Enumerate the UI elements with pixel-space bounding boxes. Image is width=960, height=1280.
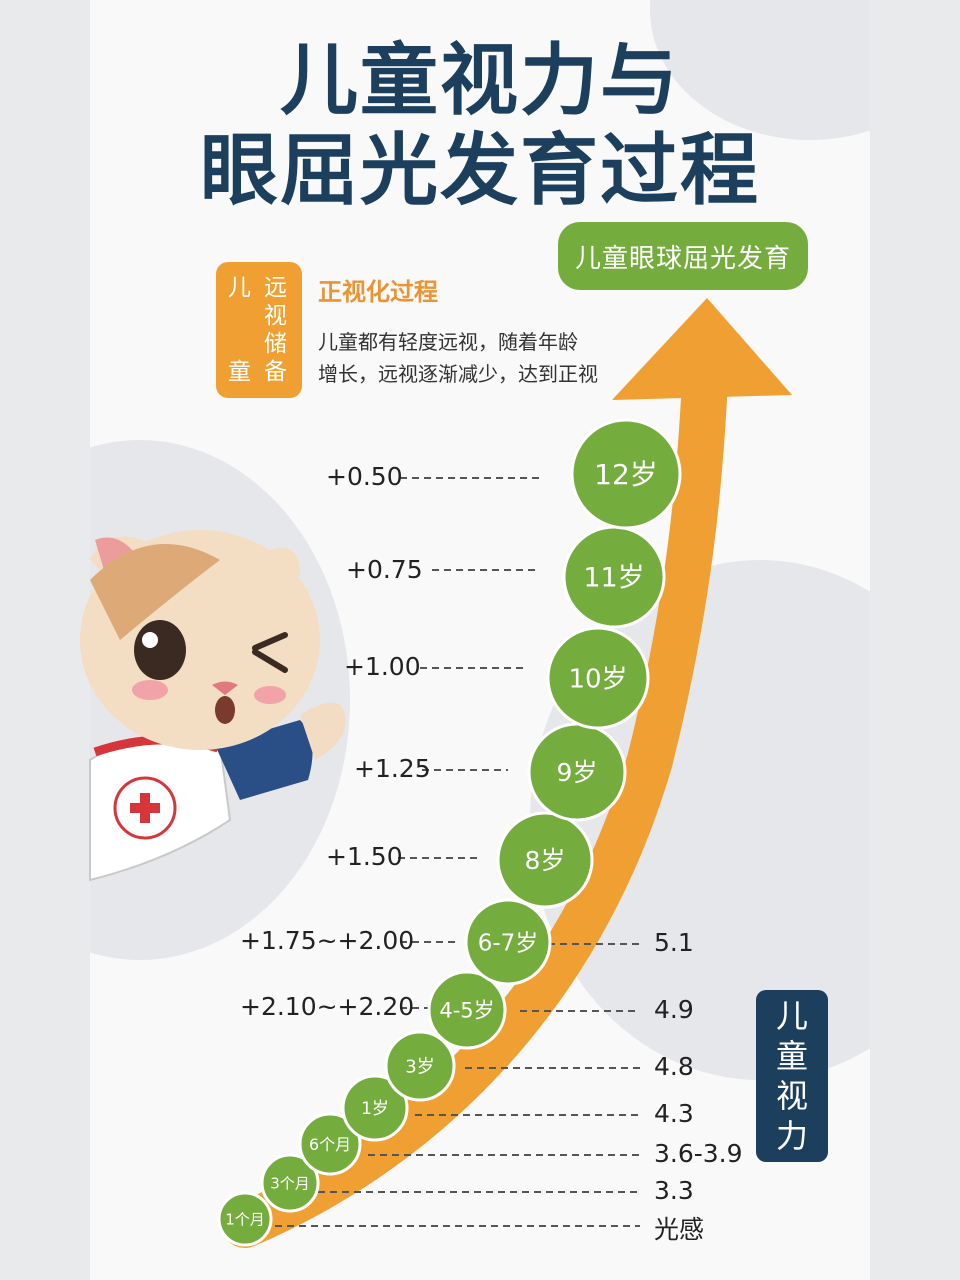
emmetropization-text-line1: 儿童都有轻度远视，随着年龄 — [318, 330, 578, 354]
refraction-label-11: +0.75 — [346, 555, 423, 584]
age-bubble-label: 6个月 — [309, 1135, 351, 1154]
age-bubble — [341, 1074, 409, 1142]
refraction-label-9: +1.25 — [354, 754, 431, 783]
refraction-label-8: +1.50 — [326, 842, 403, 871]
age-bubble-label: 8岁 — [525, 846, 566, 875]
age-bubble — [427, 970, 507, 1050]
refraction-label-12: +0.50 — [326, 462, 403, 491]
vision-box-char1: 儿 — [775, 997, 808, 1035]
vision-label-1m: 光感 — [654, 1215, 705, 1244]
emmetropization-title: 正视化过程 — [318, 278, 438, 306]
child-vision-box: 儿 童 视 力 — [756, 990, 828, 1162]
refraction-label-4-5: +2.10~+2.20 — [240, 992, 415, 1021]
vision-label-4-5: 4.9 — [654, 995, 694, 1024]
age-bubble-label: 3岁 — [405, 1056, 434, 1077]
hyper-col1-char1: 儿 — [228, 275, 251, 301]
refraction-development-badge: 儿童眼球屈光发育 — [558, 222, 808, 290]
age-bubble — [496, 811, 594, 909]
age-bubble — [260, 1153, 320, 1213]
hyper-col2-char3: 储 — [264, 331, 287, 357]
age-bubble — [298, 1112, 362, 1176]
mascot-cat-illustration — [80, 530, 346, 882]
hyper-col2-char1: 远 — [264, 275, 287, 301]
hyper-col2-char4: 备 — [264, 359, 287, 385]
vision-label-3m: 3.3 — [654, 1176, 694, 1205]
age-bubble-label: 1岁 — [361, 1099, 389, 1119]
age-bubble — [546, 626, 650, 730]
age-bubble-label: 6-7岁 — [478, 930, 539, 956]
age-bubble — [217, 1191, 273, 1247]
age-bubble-label: 4-5岁 — [439, 999, 494, 1023]
hyper-col1-char2: 童 — [228, 359, 251, 385]
page-title-line2: 眼屈光发育过程 — [199, 126, 760, 216]
vision-label-6-7: 5.1 — [654, 928, 694, 957]
refraction-label-6-7: +1.75~+2.00 — [240, 926, 415, 955]
age-bubble — [384, 1030, 456, 1102]
hyperopia-reserve-box: 儿 童 远 视 储 备 — [216, 262, 302, 398]
vision-label-3y: 4.8 — [654, 1052, 694, 1081]
dashed-guide-lines — [275, 477, 640, 1227]
vision-box-char4: 力 — [775, 1117, 808, 1155]
vision-label-1y: 4.3 — [654, 1099, 694, 1128]
age-bubble-label: 3个月 — [270, 1174, 310, 1192]
vision-label-6m: 3.6-3.9 — [654, 1139, 743, 1168]
age-bubble-label: 11岁 — [583, 563, 644, 594]
refraction-label-10: +1.00 — [344, 652, 421, 681]
hyper-col2-char2: 视 — [264, 303, 287, 329]
age-bubble-label: 1个月 — [225, 1210, 265, 1228]
age-bubble-label: 10岁 — [568, 664, 627, 694]
vision-box-char3: 视 — [775, 1077, 808, 1115]
vision-box-char2: 童 — [775, 1037, 808, 1075]
age-bubble-label: 12岁 — [594, 458, 658, 491]
growth-arrow — [222, 298, 792, 1248]
emmetropization-text-line2: 增长，远视逐渐减少，达到正视 — [318, 362, 598, 386]
age-bubble — [570, 418, 682, 530]
age-bubbles: 1个月 3个月 6个月 1岁 3岁 4-5岁 6-7岁 8岁 9岁 10岁 11岁 12岁 — [217, 418, 682, 1247]
age-bubble-label: 9岁 — [557, 758, 598, 787]
age-bubble — [464, 898, 552, 986]
page-title-line1: 儿童视力与 — [279, 36, 680, 126]
